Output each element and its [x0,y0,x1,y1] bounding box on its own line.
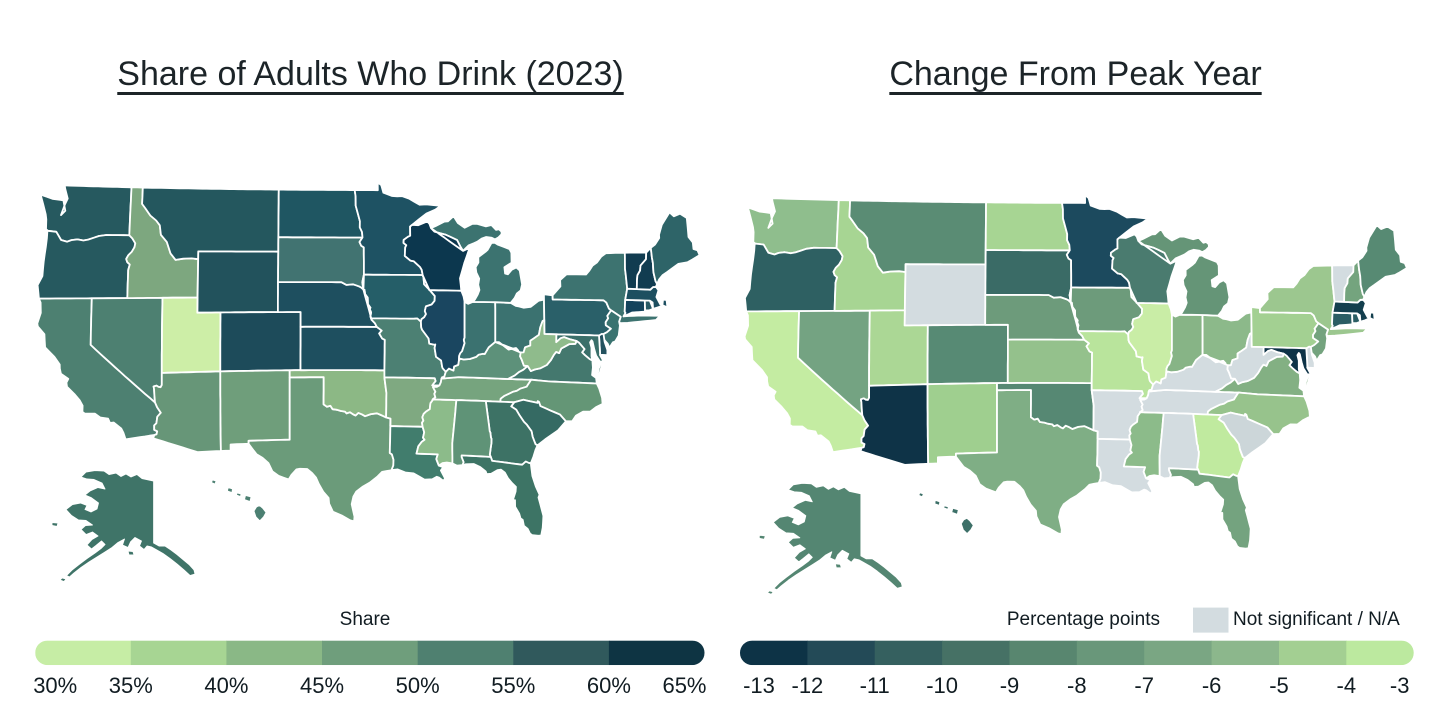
svg-text:-6: -6 [1202,673,1222,698]
svg-text:40%: 40% [204,673,248,698]
svg-text:55%: 55% [491,673,535,698]
svg-text:60%: 60% [587,673,631,698]
svg-text:50%: 50% [396,673,440,698]
svg-text:-7: -7 [1134,673,1154,698]
svg-text:65%: 65% [662,673,706,698]
svg-text:-12: -12 [792,673,824,698]
svg-text:-11: -11 [860,673,890,698]
svg-text:45%: 45% [300,673,344,698]
svg-text:30%: 30% [33,673,77,698]
svg-text:-8: -8 [1067,673,1087,698]
svg-text:-4: -4 [1337,673,1357,698]
svg-text:-10: -10 [926,673,958,698]
svg-text:-13: -13 [743,673,775,698]
svg-text:-9: -9 [1000,673,1020,698]
svg-text:-5: -5 [1269,673,1289,698]
svg-text:35%: 35% [109,673,153,698]
svg-text:Percentage points: Percentage points [1007,609,1160,630]
svg-text:Not significant / N/A: Not significant / N/A [1233,609,1400,630]
svg-text:-3: -3 [1390,673,1410,698]
svg-text:Share: Share [340,609,391,630]
